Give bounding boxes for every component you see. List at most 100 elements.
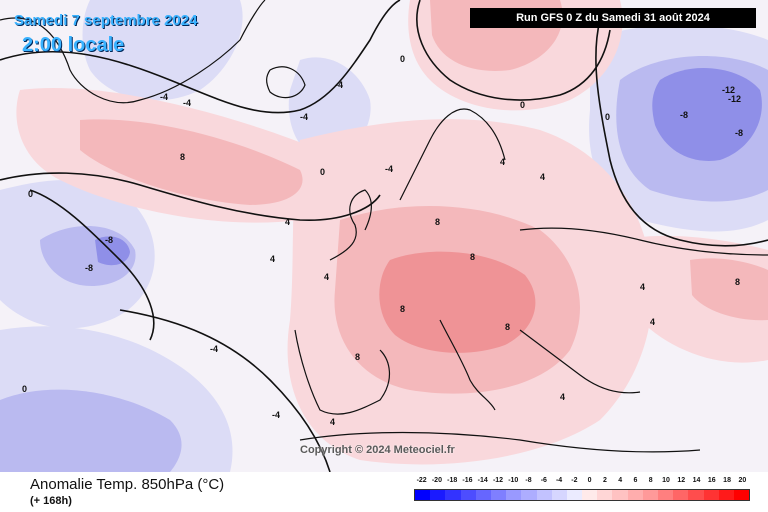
contour-label: 8: [435, 217, 440, 227]
legend-label: 6: [633, 477, 638, 484]
legend-label: 4: [618, 477, 623, 484]
contour-zero-west: [29, 189, 155, 341]
legend-swatch: [642, 490, 658, 500]
legend-swatch: [551, 490, 567, 500]
cold-region-russia-center: [652, 67, 762, 161]
contour-label: -4: [183, 98, 191, 108]
contour-label: 0: [320, 167, 325, 177]
contour-label: 4: [650, 317, 655, 327]
contour-zero-arctic: [416, 0, 611, 101]
model-run-label: Run GFS 0 Z du Samedi 31 août 2024: [470, 8, 756, 28]
contour-label: 8: [470, 252, 475, 262]
contour-label: 4: [560, 392, 565, 402]
coastline-iberia: [294, 329, 390, 415]
contour-zero-east: [595, 19, 768, 247]
contour-label: 4: [540, 172, 545, 182]
contour-label: 4: [270, 254, 275, 264]
contour-label: 0: [400, 54, 405, 64]
legend-swatch: [475, 490, 491, 500]
contour-label: -8: [85, 263, 93, 273]
legend-swatch: [612, 490, 628, 500]
legend-swatch: [582, 490, 598, 500]
contour-label: 8: [735, 277, 740, 287]
legend-label: -16: [462, 477, 473, 484]
legend-swatch: [536, 490, 552, 500]
contour-label: -4: [335, 80, 343, 90]
legend-swatch: [658, 490, 674, 500]
contour-label: 8: [180, 152, 185, 162]
legend-label: -10: [508, 477, 519, 484]
map-footer: Anomalie Temp. 850hPa (°C) (+ 168h) -22-…: [0, 472, 768, 512]
legend-swatch: [430, 490, 446, 500]
legend-swatch: [597, 490, 613, 500]
contour-label: -8: [735, 128, 743, 138]
legend-swatch: [566, 490, 583, 500]
legend-label: -22: [416, 477, 427, 484]
coastline-italy: [439, 319, 496, 411]
legend-swatch: [521, 490, 537, 500]
legend-labels: -22 -20 -18 -16 -14 -12 -10 -8 -6 -4 -2 0 2 4 6 8 10 12 14…: [414, 477, 750, 487]
legend-swatch: [718, 490, 734, 500]
contour-label: 0: [605, 112, 610, 122]
cold-region-northwest: [82, 0, 243, 101]
warm-region-north-atlantic-core: [80, 119, 303, 205]
contour-labels: -4 -4 -4 -4 -4 0 0 0 4 4 4 4 4 8 8 8 8 8…: [22, 54, 743, 427]
legend-label: 8: [648, 477, 653, 484]
legend-label: -4: [555, 477, 563, 484]
contour-label: -8: [680, 110, 688, 120]
legend-label: 0: [587, 477, 592, 484]
legend-label: -8: [525, 477, 532, 484]
legend-label: 2: [602, 477, 607, 484]
contour-label: 8: [355, 352, 360, 362]
legend-label: 18: [723, 477, 731, 484]
legend-label: 10: [662, 477, 670, 484]
legend-swatch: [445, 490, 461, 500]
coastlines: [0, 0, 768, 453]
legend-swatch: [627, 490, 643, 500]
coastline-north-africa: [299, 431, 701, 453]
legend-label: -2: [571, 477, 578, 484]
contour-label: -4: [272, 410, 280, 420]
coastline-scandinavia: [399, 108, 506, 201]
contour-label: 4: [640, 282, 645, 292]
legend-label: -20: [431, 477, 442, 484]
legend-label: -6: [540, 477, 547, 484]
chart-title: Anomalie Temp. 850hPa (°C): [30, 476, 225, 493]
legend-label: -14: [477, 477, 488, 484]
legend-swatch: [688, 490, 704, 500]
coastline-iceland: [266, 66, 306, 99]
contour-label: 0: [28, 189, 33, 199]
legend-swatch: [733, 490, 750, 500]
coastline-france-uk: [329, 189, 372, 261]
contour-zero-south: [119, 309, 331, 472]
legend-swatch: [506, 490, 522, 500]
coastline-russia: [519, 227, 768, 256]
contour-label: 4: [500, 157, 505, 167]
color-scale-legend: [414, 489, 750, 501]
anomaly-map: -4 -4 -4 -4 -4 0 0 0 4 4 4 4 4 8 8 8 8 8…: [0, 0, 768, 472]
legend-label: 16: [707, 477, 716, 484]
forecast-date: Samedi 7 septembre 2024: [14, 12, 198, 29]
legend-swatch: [703, 490, 719, 500]
contour-label: -4: [210, 344, 218, 354]
legend-swatch: [673, 490, 689, 500]
contour-label: -4: [160, 92, 168, 102]
contour-label: -4: [300, 112, 308, 122]
legend-swatch: [490, 490, 507, 500]
forecast-local-time: 2:00 locale: [22, 34, 125, 56]
contour-label: -8: [105, 235, 113, 245]
contour-label: 4: [285, 217, 290, 227]
contour-label: 0: [520, 100, 525, 110]
forecast-hour: (+ 168h): [30, 495, 72, 507]
legend-label: -12: [492, 477, 504, 484]
contour-label: 0: [22, 384, 27, 394]
warm-region-east-core: [690, 258, 768, 321]
legend-swatch: [415, 490, 431, 500]
contour-label: 4: [324, 272, 329, 282]
legend-label: 14: [692, 477, 701, 484]
contour-lines: [0, 0, 768, 472]
contour-label: 8: [400, 304, 405, 314]
copyright-text: Copyright © 2024 Meteociel.fr: [300, 444, 455, 456]
contour-label: 8: [505, 322, 510, 332]
